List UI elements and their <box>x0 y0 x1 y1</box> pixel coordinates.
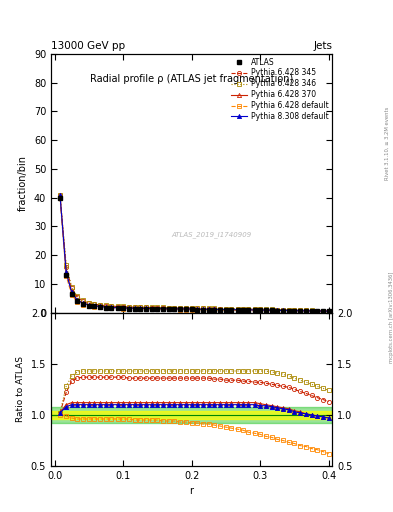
Legend: ATLAS, Pythia 6.428 345, Pythia 6.428 346, Pythia 6.428 370, Pythia 6.428 defaul: ATLAS, Pythia 6.428 345, Pythia 6.428 34… <box>231 57 328 121</box>
Bar <box>51 407 332 423</box>
Text: Rivet 3.1.10, ≥ 3.2M events: Rivet 3.1.10, ≥ 3.2M events <box>385 106 389 180</box>
Text: ATLAS_2019_I1740909: ATLAS_2019_I1740909 <box>171 232 252 239</box>
Y-axis label: fraction/bin: fraction/bin <box>18 155 28 211</box>
Bar <box>51 411 332 419</box>
Text: Jets: Jets <box>313 41 332 51</box>
Text: mcplots.cern.ch [arXiv:1306.3436]: mcplots.cern.ch [arXiv:1306.3436] <box>389 272 393 363</box>
Y-axis label: Ratio to ATLAS: Ratio to ATLAS <box>16 356 25 422</box>
X-axis label: r: r <box>189 486 194 496</box>
Text: Radial profile ρ (ATLAS jet fragmentation): Radial profile ρ (ATLAS jet fragmentatio… <box>90 74 293 84</box>
Text: 13000 GeV pp: 13000 GeV pp <box>51 41 125 51</box>
